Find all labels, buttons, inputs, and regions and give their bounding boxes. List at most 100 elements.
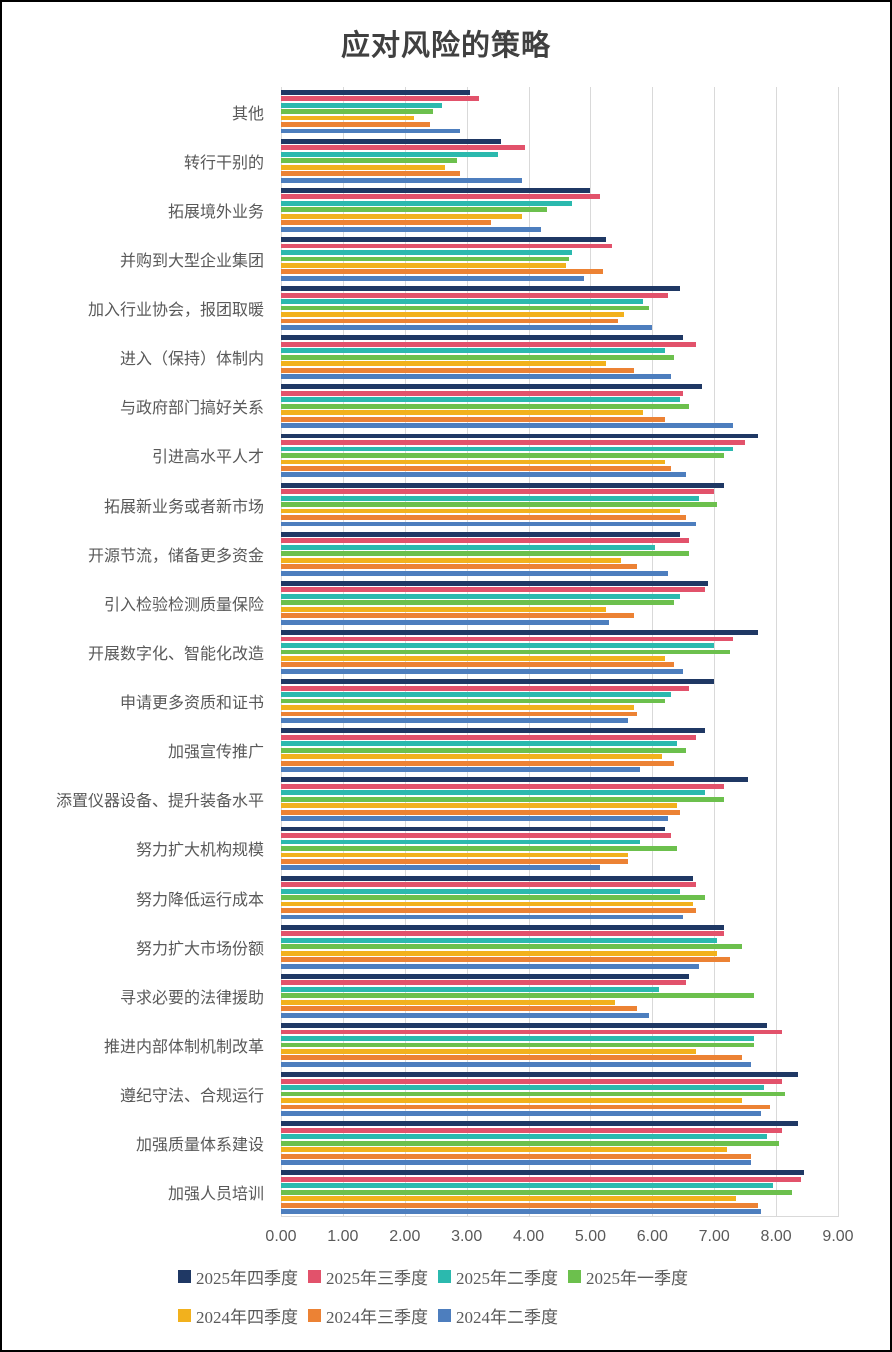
category-label: 加强质量体系建设 <box>135 1137 264 1155</box>
bar <box>281 446 733 452</box>
category-label: 加入行业协会，报团取暖 <box>87 302 264 320</box>
bar <box>281 1036 755 1041</box>
category-label: 推进内部体制机制改革 <box>103 1038 264 1056</box>
bar-group <box>281 775 838 824</box>
x-tick-label: 7.00 <box>698 1228 730 1245</box>
bar <box>281 312 625 317</box>
bar <box>281 924 724 930</box>
legend-swatch <box>308 1309 321 1322</box>
bar <box>281 237 606 242</box>
bar <box>281 508 681 514</box>
legend: 2025年四季度 2025年三季度 2025年二季度 2025年一季度 2024年四季度… <box>178 1264 738 1328</box>
bar <box>281 128 461 134</box>
bar <box>281 826 665 832</box>
bar <box>281 980 687 986</box>
bar <box>281 963 699 969</box>
bar <box>281 593 681 599</box>
gridline <box>838 87 839 1217</box>
x-tick-label: 8.00 <box>760 1228 792 1245</box>
bar <box>281 538 690 544</box>
legend-swatch <box>568 1270 581 1283</box>
bar <box>281 109 433 114</box>
category-label: 努力扩大市场份额 <box>135 940 264 958</box>
bar <box>281 256 569 262</box>
bar-groups <box>281 87 838 1217</box>
bar <box>281 606 606 612</box>
legend-item: 2024年二季度 <box>438 1303 558 1328</box>
bar <box>281 440 746 445</box>
bar-group <box>281 627 838 676</box>
bar <box>281 760 674 766</box>
bar <box>281 292 668 298</box>
bar <box>281 839 640 845</box>
bar-group <box>281 529 838 578</box>
bar <box>281 937 718 943</box>
bar-group <box>281 284 838 333</box>
bar <box>281 269 603 275</box>
bar <box>281 908 696 913</box>
bar-group <box>281 1070 838 1119</box>
category-label: 并购到大型企业集团 <box>119 252 264 270</box>
bar <box>281 1023 767 1028</box>
bar <box>281 341 696 347</box>
legend-item: 2025年四季度 <box>178 1264 298 1289</box>
bar <box>281 973 690 979</box>
legend-swatch <box>178 1309 191 1322</box>
bar <box>281 993 755 999</box>
bar <box>281 348 665 354</box>
bar-group <box>281 333 838 382</box>
bar <box>281 957 730 963</box>
bar <box>281 459 665 465</box>
category-label: 遵纪守法、合规运行 <box>119 1088 264 1106</box>
legend-label: 2025年一季度 <box>586 1269 688 1288</box>
bar <box>281 472 687 478</box>
category-axis: 其他 转行干别的 拓展境外业务 并购到大型企业集团 加入行业协会，报团取暖 进入（保持）体… <box>10 87 273 1217</box>
bar <box>281 643 715 648</box>
bar <box>281 986 659 992</box>
bar <box>281 636 733 642</box>
bar <box>281 489 715 495</box>
bar <box>281 656 665 661</box>
bar <box>281 187 591 193</box>
category-label: 拓展境外业务 <box>167 203 264 221</box>
bar <box>281 950 718 956</box>
plot-area <box>281 87 839 1217</box>
bar-group <box>281 1168 838 1217</box>
bar-group <box>281 922 838 971</box>
bar <box>281 335 684 341</box>
gridline <box>776 87 778 1217</box>
bar <box>281 999 616 1005</box>
bar <box>281 754 662 760</box>
category-label: 加强宣传推广 <box>167 744 264 762</box>
bar <box>281 914 684 920</box>
bar-group <box>281 578 838 627</box>
bar <box>281 1209 761 1215</box>
bar-group <box>281 234 838 283</box>
bar <box>281 711 637 717</box>
bar-group <box>281 726 838 775</box>
bar <box>281 226 541 232</box>
legend-swatch <box>438 1270 451 1283</box>
bar <box>281 151 498 157</box>
bar <box>281 482 724 488</box>
category-label: 努力降低运行成本 <box>135 891 264 909</box>
bar <box>281 1160 752 1166</box>
bar <box>281 1006 637 1012</box>
bar <box>281 544 656 550</box>
bar-group <box>281 185 838 234</box>
legend-item: 2025年一季度 <box>568 1264 688 1289</box>
bar <box>281 1147 727 1153</box>
bar <box>281 734 696 740</box>
bar <box>281 783 724 789</box>
bar <box>281 305 650 311</box>
bar <box>281 741 678 747</box>
bar <box>281 1170 804 1176</box>
bar <box>281 374 671 380</box>
bar <box>281 1189 792 1195</box>
bar <box>281 263 566 268</box>
bar <box>281 747 687 753</box>
bar <box>281 403 690 409</box>
category-label: 与政府部门搞好关系 <box>119 400 264 418</box>
bar <box>281 803 678 809</box>
bar <box>281 325 653 330</box>
